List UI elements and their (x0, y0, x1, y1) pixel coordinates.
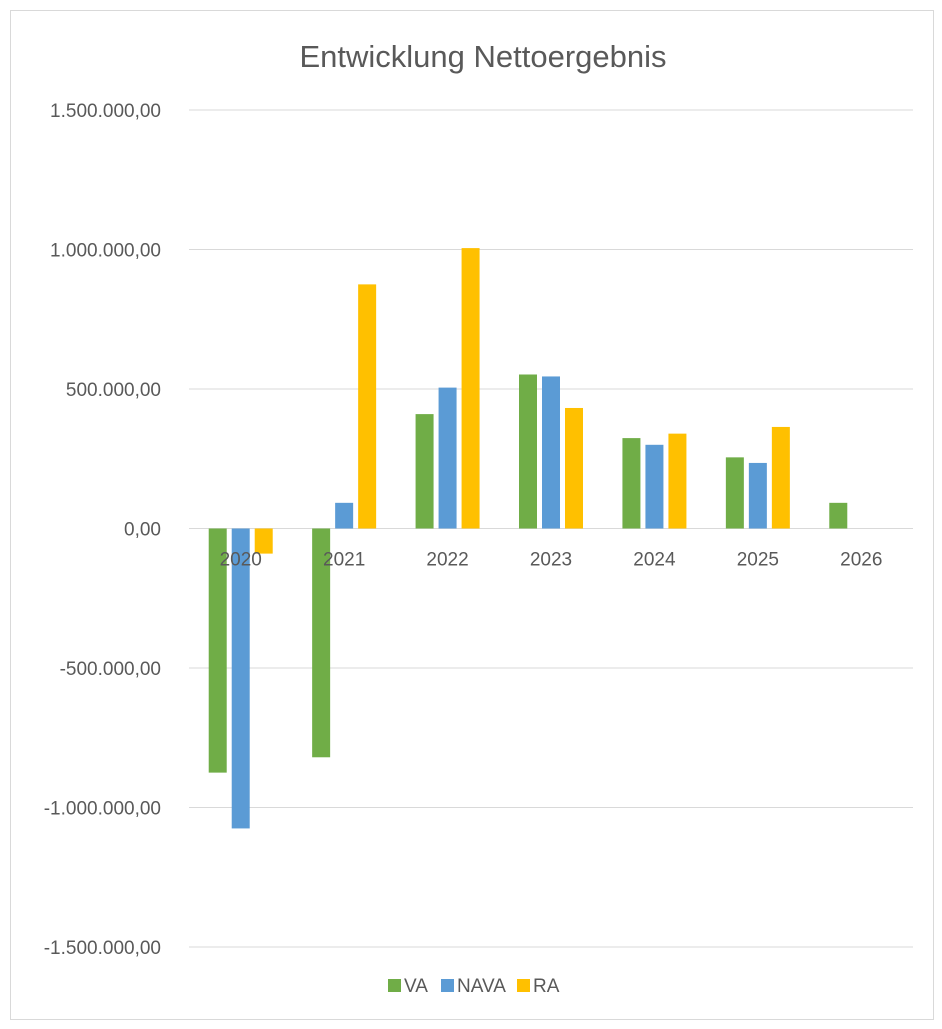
bar-nava-2025 (748, 462, 767, 529)
bar-nava-2020 (231, 528, 250, 829)
y-axis-tick-labels: 1.500.000,00 1.000.000,00 500.000,00 0,00 -5… (44, 101, 161, 959)
bar-ra-2024 (668, 433, 687, 529)
x-axis-tick-labels: 2020 2021 2022 2023 2024 2025 2026 (220, 550, 883, 571)
x-tick-label: 2023 (530, 550, 572, 571)
bar-va-2021 (312, 528, 331, 758)
x-tick-label: 2021 (323, 550, 365, 571)
legend-swatch-va (388, 979, 401, 992)
y-tick-label: 1.500.000,00 (50, 101, 161, 122)
y-tick-label: -1.500.000,00 (44, 938, 161, 959)
bar-va-2023 (519, 374, 537, 529)
x-tick-label: 2025 (737, 550, 779, 571)
y-tick-label: -500.000,00 (60, 659, 161, 680)
x-tick-label: 2024 (633, 550, 676, 571)
legend-label-ra: RA (533, 976, 560, 997)
bar-nava-2024 (645, 444, 664, 529)
bar-va-2022 (415, 414, 434, 529)
bar-ra-2021 (358, 284, 377, 529)
bar-va-2024 (622, 438, 641, 529)
y-tick-label: -1.000.000,00 (44, 799, 161, 820)
bar-chart: Entwicklung Nettoergebnis 1.500.000,001.… (44, 39, 913, 997)
x-tick-label: 2022 (426, 550, 468, 571)
bar-ra-2025 (771, 426, 790, 529)
y-tick-label: 0,00 (124, 520, 161, 541)
bar-nava-2022 (438, 387, 457, 529)
y-tick-label: 1.000.000,00 (50, 241, 161, 262)
legend-label-nava: NAVA (457, 976, 506, 997)
legend-label-va: VA (404, 976, 428, 997)
bar-ra-2023 (565, 407, 583, 529)
bar-va-2026 (829, 502, 848, 529)
bars (208, 248, 848, 829)
x-tick-label: 2026 (840, 550, 882, 571)
bar-nava-2023 (542, 376, 560, 529)
bar-va-2020 (208, 528, 227, 773)
y-tick-label: 500.000,00 (66, 380, 161, 401)
chart-frame: Entwicklung Nettoergebnis 1.500.000,00 1.… (10, 10, 934, 1020)
x-tick-label: 2020 (220, 550, 262, 571)
legend-swatch-nava (441, 979, 454, 992)
chart-title: Entwicklung Nettoergebnis (299, 39, 666, 74)
bar-nava-2021 (335, 502, 354, 529)
bar-ra-2022 (461, 248, 480, 529)
legend: VA NAVA RA (388, 976, 560, 997)
legend-swatch-ra (517, 979, 530, 992)
bar-ra-2020 (254, 528, 273, 554)
bar-va-2025 (725, 457, 744, 529)
